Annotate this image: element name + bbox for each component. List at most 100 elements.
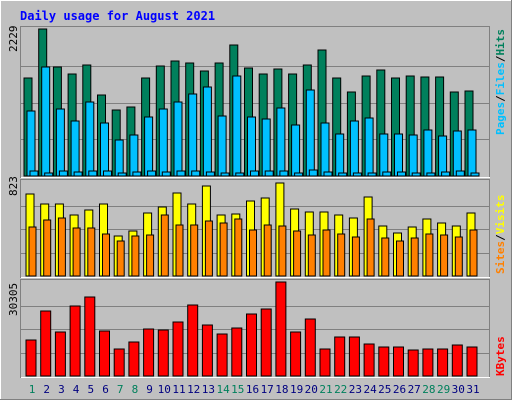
bar-files-day-30 (452, 130, 462, 177)
bar-kbytes-day-12 (187, 304, 199, 377)
bar-kbytes-day-27 (407, 349, 419, 377)
bar-files-day-23 (349, 120, 359, 177)
bar-pages-day-5 (88, 170, 98, 177)
bar-sites-day-2 (43, 219, 52, 277)
bar-pages-day-16 (250, 170, 259, 177)
day-label-17: 17 (261, 383, 274, 396)
day-label-19: 19 (290, 383, 303, 396)
bar-sites-day-5 (87, 227, 96, 277)
bar-sites-day-19 (293, 230, 302, 277)
bar-files-day-8 (129, 134, 139, 177)
bar-kbytes-day-7 (113, 348, 125, 377)
bar-files-day-4 (70, 120, 80, 177)
day-label-5: 5 (87, 383, 94, 396)
bar-sites-day-10 (160, 214, 169, 277)
bar-kbytes-day-1 (25, 339, 37, 377)
legend-kbytes: KBytes (494, 336, 507, 376)
day-label-24: 24 (363, 383, 377, 396)
bar-sites-day-26 (396, 240, 404, 277)
bar-files-day-17 (261, 118, 271, 177)
bars (23, 28, 480, 377)
day-label-6: 6 (102, 383, 109, 396)
day-label-31: 31 (466, 383, 479, 396)
legend-pages: Pages (494, 102, 507, 135)
bar-pages-day-11 (176, 170, 186, 177)
bar-sites-day-13 (204, 220, 213, 277)
bar-kbytes-day-2 (40, 310, 52, 377)
day-label-15: 15 (231, 383, 244, 396)
bar-kbytes-day-6 (99, 330, 110, 377)
day-label-26: 26 (393, 383, 406, 396)
bar-files-day-10 (158, 108, 168, 177)
bar-pages-day-17 (264, 170, 274, 177)
bar-pages-day-27 (411, 172, 421, 177)
bar-kbytes-day-4 (69, 305, 81, 377)
bar-sites-day-24 (366, 218, 375, 277)
day-label-23: 23 (349, 383, 362, 396)
bar-sites-day-4 (72, 227, 81, 277)
bar-files-day-24 (364, 117, 374, 177)
day-label-22: 22 (334, 383, 347, 396)
bar-sites-day-14 (219, 222, 228, 277)
legend-visits: Visits (494, 195, 507, 235)
bar-files-day-9 (144, 116, 154, 177)
bar-kbytes-day-19 (290, 331, 302, 377)
legend-hits-files-pages: Pages/Files/Hits (494, 29, 507, 135)
day-label-12: 12 (187, 383, 200, 396)
bar-sites-day-23 (351, 236, 360, 277)
legend-files: Files (494, 62, 507, 95)
bar-files-day-28 (423, 129, 433, 177)
legend-sites-visits: Sites/Visits (494, 195, 507, 275)
bar-pages-day-3 (58, 170, 68, 177)
bar-sites-day-29 (440, 234, 449, 277)
bar-files-day-18 (276, 107, 286, 177)
bar-pages-day-23 (352, 172, 362, 177)
legend-kbytes-group: KBytes (494, 336, 507, 376)
bar-pages-day-26 (397, 171, 406, 177)
bar-files-day-5 (85, 101, 95, 177)
day-label-2: 2 (43, 383, 50, 396)
day-label-16: 16 (246, 383, 259, 396)
bar-sites-day-7 (116, 240, 125, 277)
legend-sites: Sites (494, 241, 507, 274)
bar-kbytes-day-9 (143, 328, 155, 377)
bar-sites-day-9 (146, 234, 155, 277)
bar-pages-day-15 (235, 172, 245, 177)
svg-text:Pages/Files/Hits: Pages/Files/Hits (494, 29, 507, 135)
day-label-11: 11 (172, 383, 185, 396)
bar-sites-day-8 (131, 235, 140, 277)
bar-files-day-14 (217, 115, 227, 177)
bar-kbytes-day-31 (466, 346, 478, 377)
bar-pages-day-30 (455, 170, 465, 177)
day-label-4: 4 (73, 383, 80, 396)
bar-files-day-3 (55, 108, 65, 177)
chart-title: Daily usage for August 2021 (20, 9, 215, 23)
day-labels: 1 2 3 4 5 6 7 8 9 10 11 12 13 14 15 16 17 18 19 20 21 22 23 24 2… (29, 383, 480, 396)
day-label-1: 1 (29, 383, 36, 396)
bar-kbytes-day-14 (216, 333, 228, 377)
bar-sites-day-22 (337, 233, 346, 277)
bar-pages-day-4 (73, 171, 83, 177)
day-label-25: 25 (378, 383, 391, 396)
visits-max-label: 823 (7, 176, 20, 196)
bar-sites-day-11 (175, 224, 184, 277)
bar-files-day-16 (247, 116, 256, 177)
day-label-13: 13 (202, 383, 215, 396)
bar-pages-day-12 (191, 170, 201, 177)
bar-kbytes-day-26 (393, 346, 404, 377)
bar-files-day-31 (467, 129, 477, 177)
bar-sites-day-31 (469, 229, 478, 277)
bar-kbytes-day-15 (231, 327, 243, 377)
day-label-3: 3 (58, 383, 65, 396)
bar-kbytes-day-16 (246, 313, 257, 377)
bar-kbytes-day-5 (84, 296, 96, 377)
legend-sep-2: / (494, 55, 507, 62)
bar-kbytes-day-11 (172, 321, 184, 377)
bar-kbytes-day-20 (304, 318, 316, 377)
bar-files-day-12 (188, 93, 198, 177)
bar-kbytes-day-23 (348, 336, 360, 377)
bar-pages-day-28 (426, 172, 436, 177)
bar-files-day-27 (408, 134, 418, 177)
bar-files-day-6 (100, 122, 109, 177)
